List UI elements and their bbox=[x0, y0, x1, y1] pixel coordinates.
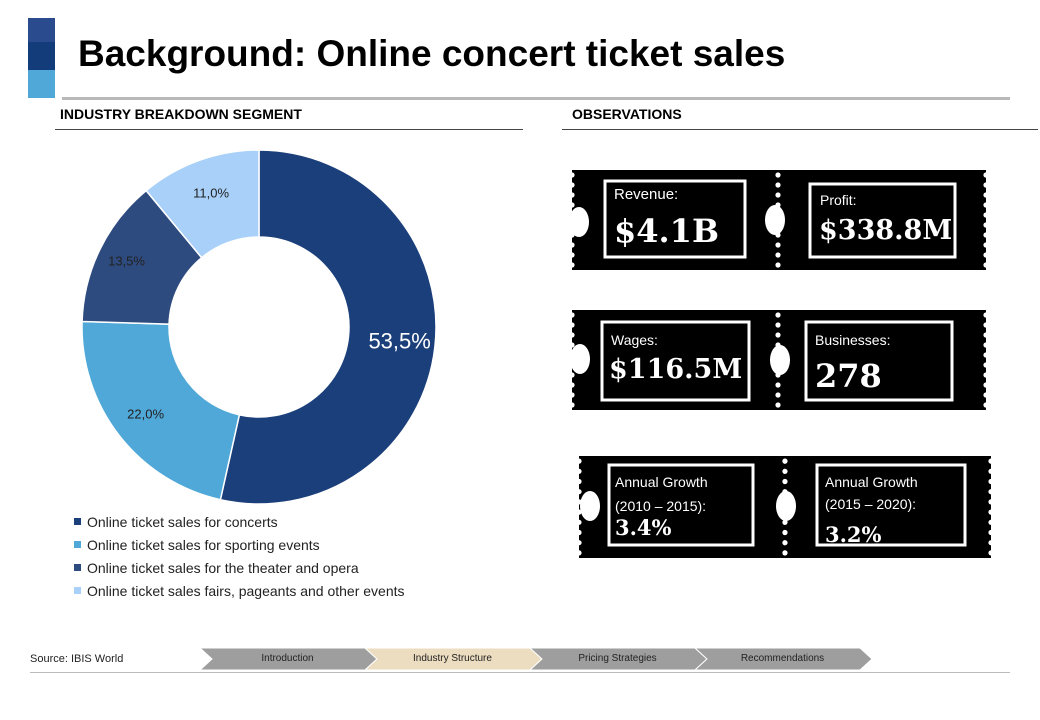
ticket-revenue bbox=[569, 170, 785, 270]
legend-label: Online ticket sales for sporting events bbox=[87, 536, 320, 553]
legend-swatch bbox=[74, 541, 81, 548]
ticket-profit bbox=[775, 170, 989, 270]
ticket-frame-profit bbox=[808, 182, 957, 259]
legend-label: Online ticket sales for concerts bbox=[87, 513, 278, 530]
data-label-other-events: 11,0% bbox=[193, 185, 229, 200]
legend-swatch bbox=[74, 518, 81, 525]
ticket-growth-future bbox=[782, 456, 994, 558]
ticket-frame-growth-past bbox=[607, 463, 755, 547]
title-divider bbox=[62, 97, 1010, 100]
legend-swatch bbox=[74, 564, 81, 571]
donut-chart: 53,5% 22,0% 13,5% 11,0% bbox=[81, 149, 437, 505]
ticket-frame-businesses bbox=[804, 320, 954, 402]
slice-concerts bbox=[219, 149, 437, 505]
wages-value: $116.5M bbox=[609, 354, 743, 385]
section-heading-breakdown: INDUSTRY BREAKDOWN SEGMENT bbox=[60, 106, 302, 122]
section-divider-breakdown bbox=[55, 129, 523, 130]
section-heading-observations: OBSERVATIONS bbox=[572, 106, 682, 122]
growth-future-value: 3.2% bbox=[825, 522, 882, 547]
legend-item-theater-opera: Online ticket sales for the theater and … bbox=[74, 556, 405, 579]
legend-item-sporting-events: Online ticket sales for sporting events bbox=[74, 533, 405, 556]
accent-bar-top bbox=[28, 18, 55, 42]
slice-sporting-events bbox=[81, 320, 241, 501]
accent-bar-middle bbox=[28, 42, 55, 70]
revenue-label: Revenue: bbox=[614, 186, 679, 203]
growth-future-label-line1: Annual Growth bbox=[825, 474, 918, 490]
businesses-label: Businesses: bbox=[815, 332, 891, 348]
legend-item-other-events: Online ticket sales fairs, pageants and … bbox=[74, 579, 405, 602]
accent-bar-bottom bbox=[28, 70, 55, 98]
ticket-notch-businesses bbox=[770, 345, 790, 375]
businesses-value: 278 bbox=[815, 357, 882, 395]
profit-value: $338.8M bbox=[819, 215, 953, 246]
ticket-notch-growth-future bbox=[776, 491, 796, 521]
nav-step-introduction[interactable]: Introduction bbox=[261, 653, 314, 664]
ticket-frame-wages bbox=[600, 320, 751, 402]
data-label-sporting-events: 22,0% bbox=[127, 406, 164, 421]
legend-label: Online ticket sales for the theater and … bbox=[87, 559, 359, 576]
nav-chevron-recommendations[interactable] bbox=[693, 647, 873, 671]
data-label-concerts: 53,5% bbox=[368, 328, 430, 353]
nav-step-pricing-strategies[interactable]: Pricing Strategies bbox=[578, 653, 657, 664]
growth-future-label-line2: (2015 – 2020): bbox=[825, 496, 917, 512]
wages-label: Wages: bbox=[611, 332, 658, 348]
page-title: Background: Online concert ticket sales bbox=[78, 33, 786, 74]
legend-swatch bbox=[74, 587, 81, 594]
ticket-notch-revenue bbox=[569, 207, 589, 237]
source-note: Source: IBIS World bbox=[30, 653, 124, 665]
ticket-notch-profit bbox=[765, 205, 785, 235]
profit-label: Profit: bbox=[820, 192, 857, 208]
data-label-theater-opera: 13,5% bbox=[108, 254, 145, 269]
growth-past-value: 3.4% bbox=[615, 515, 672, 540]
growth-past-label-line2: (2010 – 2015): bbox=[615, 498, 707, 514]
slice-other-events bbox=[145, 149, 260, 259]
ticket-notch-wages bbox=[570, 344, 590, 374]
ticket-notch-growth-past bbox=[580, 491, 600, 521]
legend-label: Online ticket sales fairs, pageants and … bbox=[87, 582, 405, 599]
growth-past-label-line1: Annual Growth bbox=[615, 474, 708, 490]
legend-item-concerts: Online ticket sales for concerts bbox=[74, 510, 405, 533]
chart-legend: Online ticket sales for concerts Online … bbox=[74, 510, 405, 602]
nav-step-industry-structure[interactable]: Industry Structure bbox=[413, 653, 492, 664]
section-divider-observations bbox=[562, 129, 1038, 130]
revenue-value: $4.1B bbox=[614, 212, 719, 250]
nav-step-recommendations[interactable]: Recommendations bbox=[740, 653, 825, 664]
ticket-frame-revenue bbox=[603, 179, 747, 259]
footer-divider bbox=[30, 672, 1010, 673]
ticket-frame-growth-future bbox=[815, 463, 967, 547]
